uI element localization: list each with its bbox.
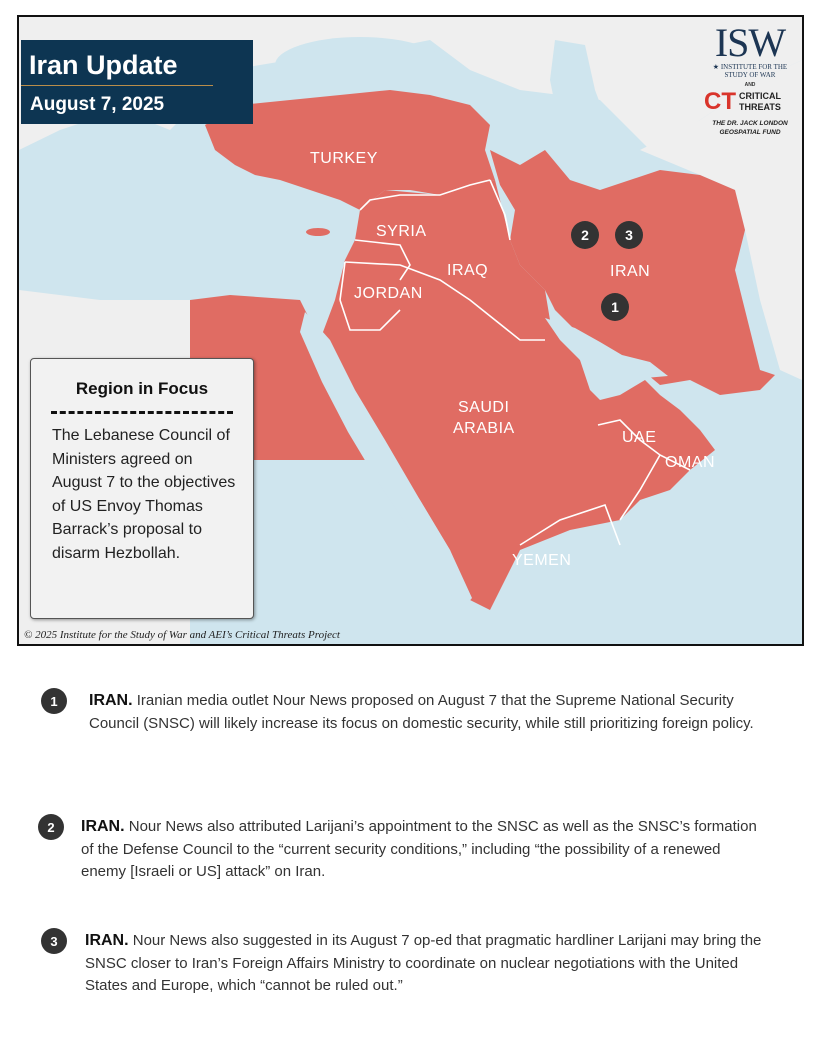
isw-logo-text: ISW <box>714 20 786 65</box>
map: TURKEY SYRIA IRAQ JORDAN IRAN SAUDI ARAB… <box>17 15 804 646</box>
fund-text: THE DR. JACK LONDON GEOSPATIAL FUND <box>712 120 788 136</box>
note-2: 2 IRAN. Nour News also attributed Larija… <box>38 814 768 884</box>
red-sea <box>300 312 472 610</box>
label-yemen: YEMEN <box>512 552 571 569</box>
note-text: IRAN. Nour News also suggested in its Au… <box>85 932 762 994</box>
title-box: Iran Update August 7, 2025 <box>21 40 253 124</box>
svg-text:2: 2 <box>581 227 589 243</box>
svg-text:1: 1 <box>611 299 619 315</box>
marker-2[interactable]: 2 <box>571 221 599 249</box>
label-oman: OMAN <box>665 454 715 471</box>
svg-text:3: 3 <box>625 227 633 243</box>
ct-logo: CT CRITICAL THREATS <box>704 88 796 115</box>
note-3: 3 IRAN. Nour News also suggested in its … <box>41 928 766 998</box>
persian-gulf <box>545 318 668 385</box>
label-syria: SYRIA <box>376 223 427 240</box>
divider <box>51 411 233 414</box>
ct-mark: CT <box>704 88 736 115</box>
label-iran: IRAN <box>610 263 650 280</box>
label-arabia: ARABIA <box>453 420 515 437</box>
cyprus <box>306 228 330 236</box>
isw-ct-logo: ISW ★ INSTITUTE FOR THE STUDY OF WAR AND… <box>704 23 796 137</box>
borders <box>339 179 691 546</box>
note-number: 2 <box>38 814 64 840</box>
marker-1[interactable]: 1 <box>601 293 629 321</box>
region-arabia <box>320 180 715 610</box>
copyright: © 2025 Institute for the Study of War an… <box>24 629 340 641</box>
isw-logo-sub: ★ INSTITUTE FOR THE STUDY OF WAR <box>712 63 788 79</box>
ct-text: CRITICAL THREATS <box>739 91 781 112</box>
land-central-asia <box>640 60 802 380</box>
label-turkey: TURKEY <box>310 150 378 167</box>
region-turkey <box>205 90 495 210</box>
note-number: 1 <box>41 688 67 714</box>
note-text: IRAN. Iranian media outlet Nour News pro… <box>89 692 754 732</box>
label-jordan: JORDAN <box>354 285 423 302</box>
caspian-sea <box>550 40 620 190</box>
label-uae: UAE <box>622 429 656 446</box>
note-1: 1 IRAN. Iranian media outlet Nour News p… <box>41 688 761 735</box>
logo-and: AND <box>744 82 756 88</box>
region-iran <box>490 150 775 395</box>
marker-3[interactable]: 3 <box>615 221 643 249</box>
page-date: August 7, 2025 <box>30 94 165 115</box>
label-iraq: IRAQ <box>447 262 488 279</box>
page-title: Iran Update <box>21 40 213 86</box>
note-number: 3 <box>41 928 67 954</box>
note-text: IRAN. Nour News also attributed Larijani… <box>81 818 757 880</box>
focus-title: Region in Focus <box>75 379 209 398</box>
black-sea <box>275 37 445 93</box>
region-in-focus-box: Region in Focus The Lebanese Council of … <box>30 358 254 619</box>
focus-text: The Lebanese Council of Ministers agreed… <box>52 427 236 562</box>
label-saudi: SAUDI <box>458 399 509 416</box>
